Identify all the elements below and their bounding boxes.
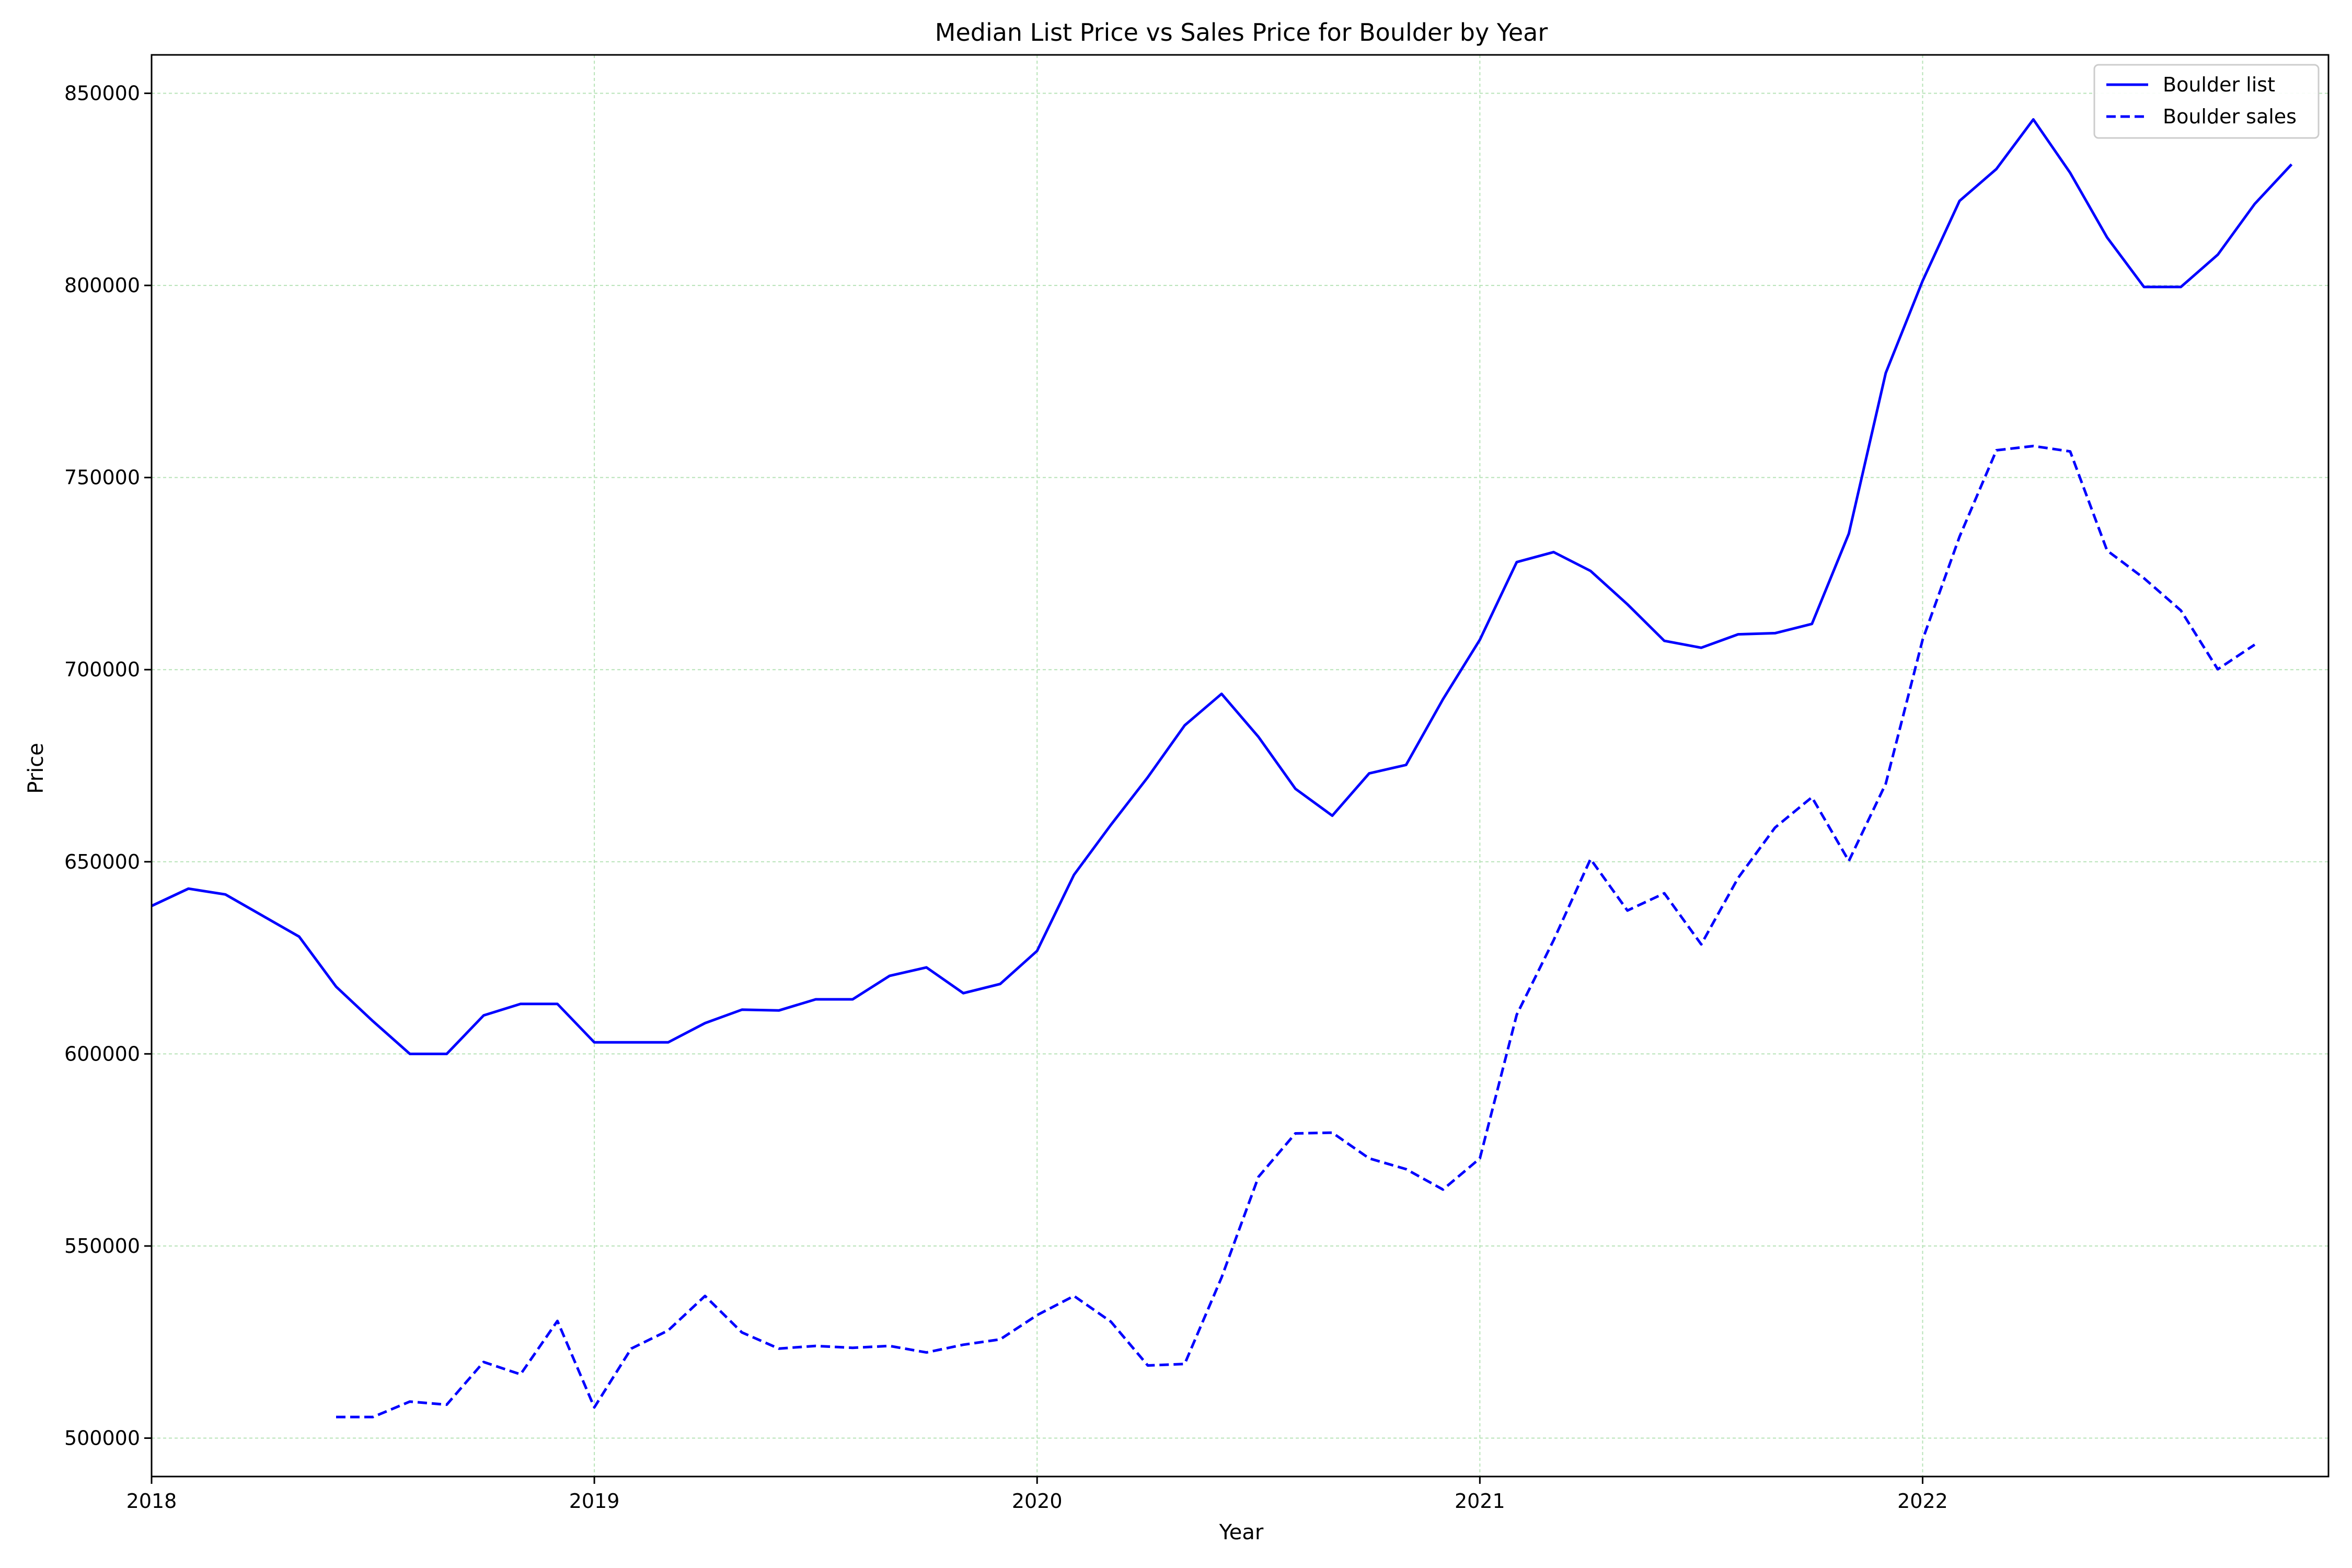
series-lines: [151, 118, 2293, 1419]
x-tick-label: 2020: [1012, 1490, 1063, 1513]
series-line-boulder-list: [151, 118, 2293, 1055]
series-line-boulder-sales: [336, 444, 2256, 1419]
y-tick-label: 700000: [64, 658, 140, 681]
y-tick-label: 600000: [64, 1042, 140, 1065]
x-tick-label: 2019: [569, 1490, 620, 1513]
x-axis-label: Year: [1219, 1520, 1264, 1544]
y-tick-label: 800000: [64, 274, 140, 297]
legend: Boulder list Boulder sales: [2093, 64, 2320, 139]
plot-area-frame: [151, 54, 2330, 1478]
y-tick-label: 650000: [64, 850, 140, 873]
legend-box: [2093, 64, 2320, 139]
chart-title: Median List Price vs Sales Price for Bou…: [935, 18, 1548, 47]
y-tick-label: 750000: [64, 466, 140, 489]
y-tick-label: 850000: [64, 82, 140, 105]
legend-label-sales: Boulder sales: [2163, 105, 2297, 128]
y-tick-label: 500000: [64, 1426, 140, 1449]
y-axis-label: Price: [24, 743, 48, 794]
axis-ticks: 2018 2019 2020 2021 2022 500000 550000 600000 65…: [64, 82, 1948, 1513]
y-tick-label: 550000: [64, 1235, 140, 1258]
grid-lines: [151, 55, 2328, 1477]
legend-label-list: Boulder list: [2163, 73, 2275, 96]
x-tick-label: 2018: [126, 1490, 177, 1513]
x-tick-label: 2021: [1455, 1490, 1505, 1513]
x-tick-label: 2022: [1897, 1490, 1948, 1513]
